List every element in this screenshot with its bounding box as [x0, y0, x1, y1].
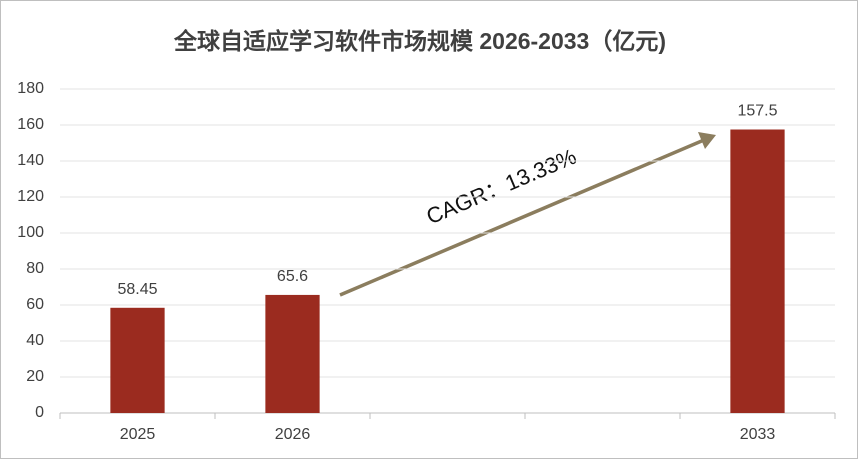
value-label: 157.5	[737, 103, 777, 120]
x-tick-label: 2026	[275, 426, 311, 443]
y-tick-label: 100	[17, 224, 44, 241]
y-tick-label: 80	[26, 260, 44, 277]
bar	[730, 129, 785, 413]
y-tick-label: 60	[26, 296, 44, 313]
x-tick-label: 2033	[740, 426, 776, 443]
y-tick-label: 0	[35, 404, 44, 421]
value-label: 65.6	[277, 268, 308, 285]
y-tick-label: 20	[26, 368, 44, 385]
x-tick-label: 2025	[120, 426, 156, 443]
y-tick-label: 160	[17, 116, 44, 133]
y-tick-label: 40	[26, 332, 44, 349]
y-tick-label: 180	[17, 80, 44, 97]
y-tick-label: 140	[17, 152, 44, 169]
value-label: 58.45	[117, 281, 157, 298]
bar	[265, 294, 320, 413]
y-tick-label: 120	[17, 188, 44, 205]
cagr-arrowhead	[698, 132, 716, 149]
bar	[110, 307, 165, 413]
chart-title: 全球自适应学习软件市场规模 2026-2033（亿元)	[173, 28, 666, 54]
